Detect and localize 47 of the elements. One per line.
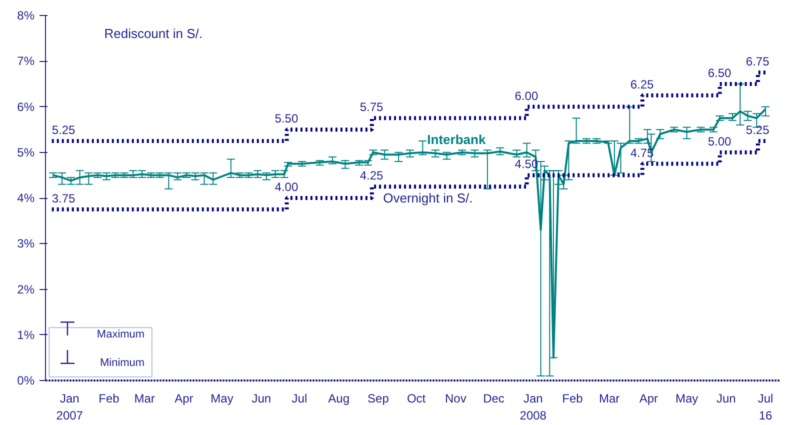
data-label: 4.00: [274, 180, 298, 194]
x-tick-label: Feb: [562, 392, 584, 406]
x-tick-label: Jun: [252, 392, 272, 406]
y-tick-label: 4%: [17, 191, 35, 205]
data-label: 5.25: [52, 122, 76, 137]
x-tick-label: Mar: [134, 392, 155, 406]
x-tick-label: Jan 2007: [56, 392, 84, 422]
data-label: 6.00: [514, 88, 538, 103]
x-tick-label: Jul: [292, 392, 308, 406]
data-label: 5.25: [746, 122, 770, 137]
x-tick-label: Apr: [639, 392, 658, 406]
series-label: Interbank: [427, 132, 486, 147]
y-tick-label: 8%: [17, 8, 35, 22]
y-tick-label: 3%: [17, 236, 35, 251]
data-label: 6.75: [746, 54, 770, 69]
x-tick-label: Oct: [406, 392, 426, 406]
y-tick-label: 6%: [17, 100, 35, 114]
data-label: 3.75: [52, 191, 76, 206]
x-tick-label: Jun: [716, 392, 736, 406]
data-label: 5.75: [360, 100, 384, 114]
x-tick-label: Feb: [98, 392, 120, 406]
data-label: 6.25: [630, 77, 654, 92]
x-tick-label: Nov: [445, 392, 466, 406]
x-tick-label: Sep: [368, 392, 390, 406]
x-tick-label: Jul 16: [758, 392, 774, 422]
x-tick-label: Apr: [174, 392, 194, 406]
x-tick-label: Aug: [328, 392, 350, 406]
y-tick-label: 0%: [17, 374, 35, 388]
y-tick-label: 7%: [17, 54, 35, 68]
x-tick-label: Mar: [599, 392, 620, 406]
x-tick-label: Jan 2008: [520, 392, 547, 422]
y-tick-label: 1%: [17, 328, 35, 342]
data-label: 5.50: [274, 112, 298, 126]
y-tick-label: 5%: [17, 145, 35, 160]
annotation: Minimum: [100, 357, 145, 370]
y-tick-label: 2%: [17, 282, 35, 296]
x-tick-label: May: [210, 392, 234, 406]
x-tick-label: Dec: [483, 392, 504, 406]
data-label: 5.00: [708, 134, 732, 148]
x-tick-label: May: [675, 392, 698, 406]
data-label: 6.50: [708, 66, 732, 80]
annotation: Maximum: [96, 328, 145, 340]
text: Rediscount in S/.: [104, 26, 202, 42]
series-label: Overnight in S/.: [383, 190, 473, 206]
data-label: 4.25: [360, 168, 384, 183]
annotation: ⊥: [58, 345, 76, 370]
annotation: ⊤: [58, 316, 76, 340]
